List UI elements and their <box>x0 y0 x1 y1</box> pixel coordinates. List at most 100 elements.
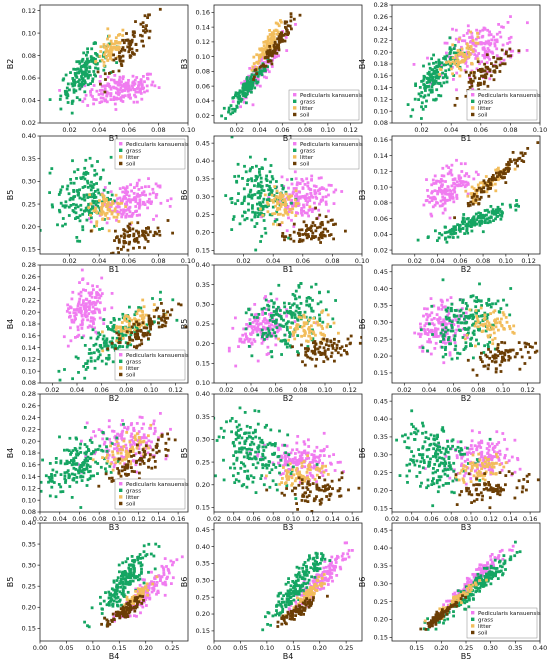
data-point <box>256 333 260 337</box>
data-point <box>116 80 120 84</box>
data-point <box>288 331 291 334</box>
y-tick-label: 0.24 <box>22 285 36 293</box>
data-point <box>297 285 301 289</box>
data-point <box>422 64 425 68</box>
data-point <box>278 39 282 43</box>
data-point <box>461 336 465 339</box>
data-point <box>432 182 436 185</box>
data-point <box>235 105 239 109</box>
data-point <box>503 353 507 357</box>
data-point <box>115 205 118 209</box>
data-point <box>314 347 317 351</box>
data-point <box>131 33 135 37</box>
data-point <box>426 189 429 192</box>
data-point <box>142 86 145 90</box>
data-point <box>466 231 470 235</box>
data-point <box>229 112 233 116</box>
legend-swatch <box>119 161 123 166</box>
data-point <box>104 362 108 366</box>
data-point <box>158 185 162 189</box>
data-point <box>134 452 138 456</box>
data-point <box>441 341 445 344</box>
data-point <box>72 181 76 185</box>
data-point <box>508 158 512 161</box>
data-point <box>72 210 76 214</box>
data-point <box>449 65 453 69</box>
data-point <box>146 451 150 455</box>
data-point <box>132 192 136 195</box>
data-point <box>149 327 152 331</box>
data-point <box>113 462 117 466</box>
data-point <box>135 320 138 324</box>
data-point <box>88 324 92 328</box>
data-point <box>86 104 90 107</box>
data-point <box>98 288 102 292</box>
data-point <box>98 101 102 104</box>
data-point <box>108 207 112 211</box>
y-tick-label: 0.28 <box>374 1 388 9</box>
data-point <box>157 316 161 320</box>
data-point <box>63 89 67 93</box>
data-point <box>460 39 464 43</box>
data-point <box>89 316 93 320</box>
data-point <box>271 177 275 181</box>
data-point <box>497 177 501 180</box>
data-point <box>73 195 76 198</box>
data-point <box>514 161 517 165</box>
data-point <box>306 349 310 353</box>
data-point <box>80 465 84 469</box>
data-point <box>274 55 278 59</box>
data-point <box>113 239 116 242</box>
data-point <box>246 87 249 91</box>
data-point <box>454 231 458 235</box>
data-point <box>84 93 88 97</box>
data-point <box>462 311 465 315</box>
data-point <box>103 341 106 345</box>
data-point <box>259 69 262 72</box>
data-point <box>469 192 473 195</box>
data-point <box>290 211 294 214</box>
data-point <box>307 347 310 351</box>
data-point <box>83 166 87 170</box>
data-point <box>286 213 290 216</box>
data-point <box>457 51 461 54</box>
data-point <box>303 334 306 337</box>
data-point <box>143 230 147 233</box>
data-point <box>501 202 504 206</box>
data-point <box>255 322 259 326</box>
data-point <box>495 321 499 325</box>
data-point <box>439 180 442 184</box>
data-point <box>242 94 245 98</box>
data-point <box>477 202 480 206</box>
data-point <box>78 62 82 65</box>
data-point <box>51 205 54 209</box>
data-point <box>275 191 279 194</box>
points-group <box>220 12 302 120</box>
data-point <box>487 335 490 339</box>
data-point <box>86 47 89 51</box>
data-point <box>119 325 123 329</box>
data-point <box>496 354 500 358</box>
data-point <box>465 64 469 68</box>
data-point <box>443 225 447 229</box>
data-point <box>302 195 306 199</box>
data-point <box>329 233 333 236</box>
data-point <box>62 335 66 339</box>
data-point <box>103 307 107 311</box>
data-point <box>134 438 137 442</box>
data-point <box>471 368 475 372</box>
data-point <box>126 248 130 252</box>
data-point <box>495 47 499 51</box>
data-point <box>273 331 276 334</box>
data-point <box>293 294 297 298</box>
data-point <box>265 179 269 182</box>
data-point <box>128 56 132 59</box>
x-tick-label: 0.06 <box>122 257 136 265</box>
data-point <box>77 302 80 306</box>
data-point <box>264 295 267 298</box>
data-point <box>448 36 452 40</box>
data-point <box>465 46 469 50</box>
data-point <box>458 179 462 183</box>
data-point <box>116 442 120 445</box>
data-point <box>443 201 447 205</box>
